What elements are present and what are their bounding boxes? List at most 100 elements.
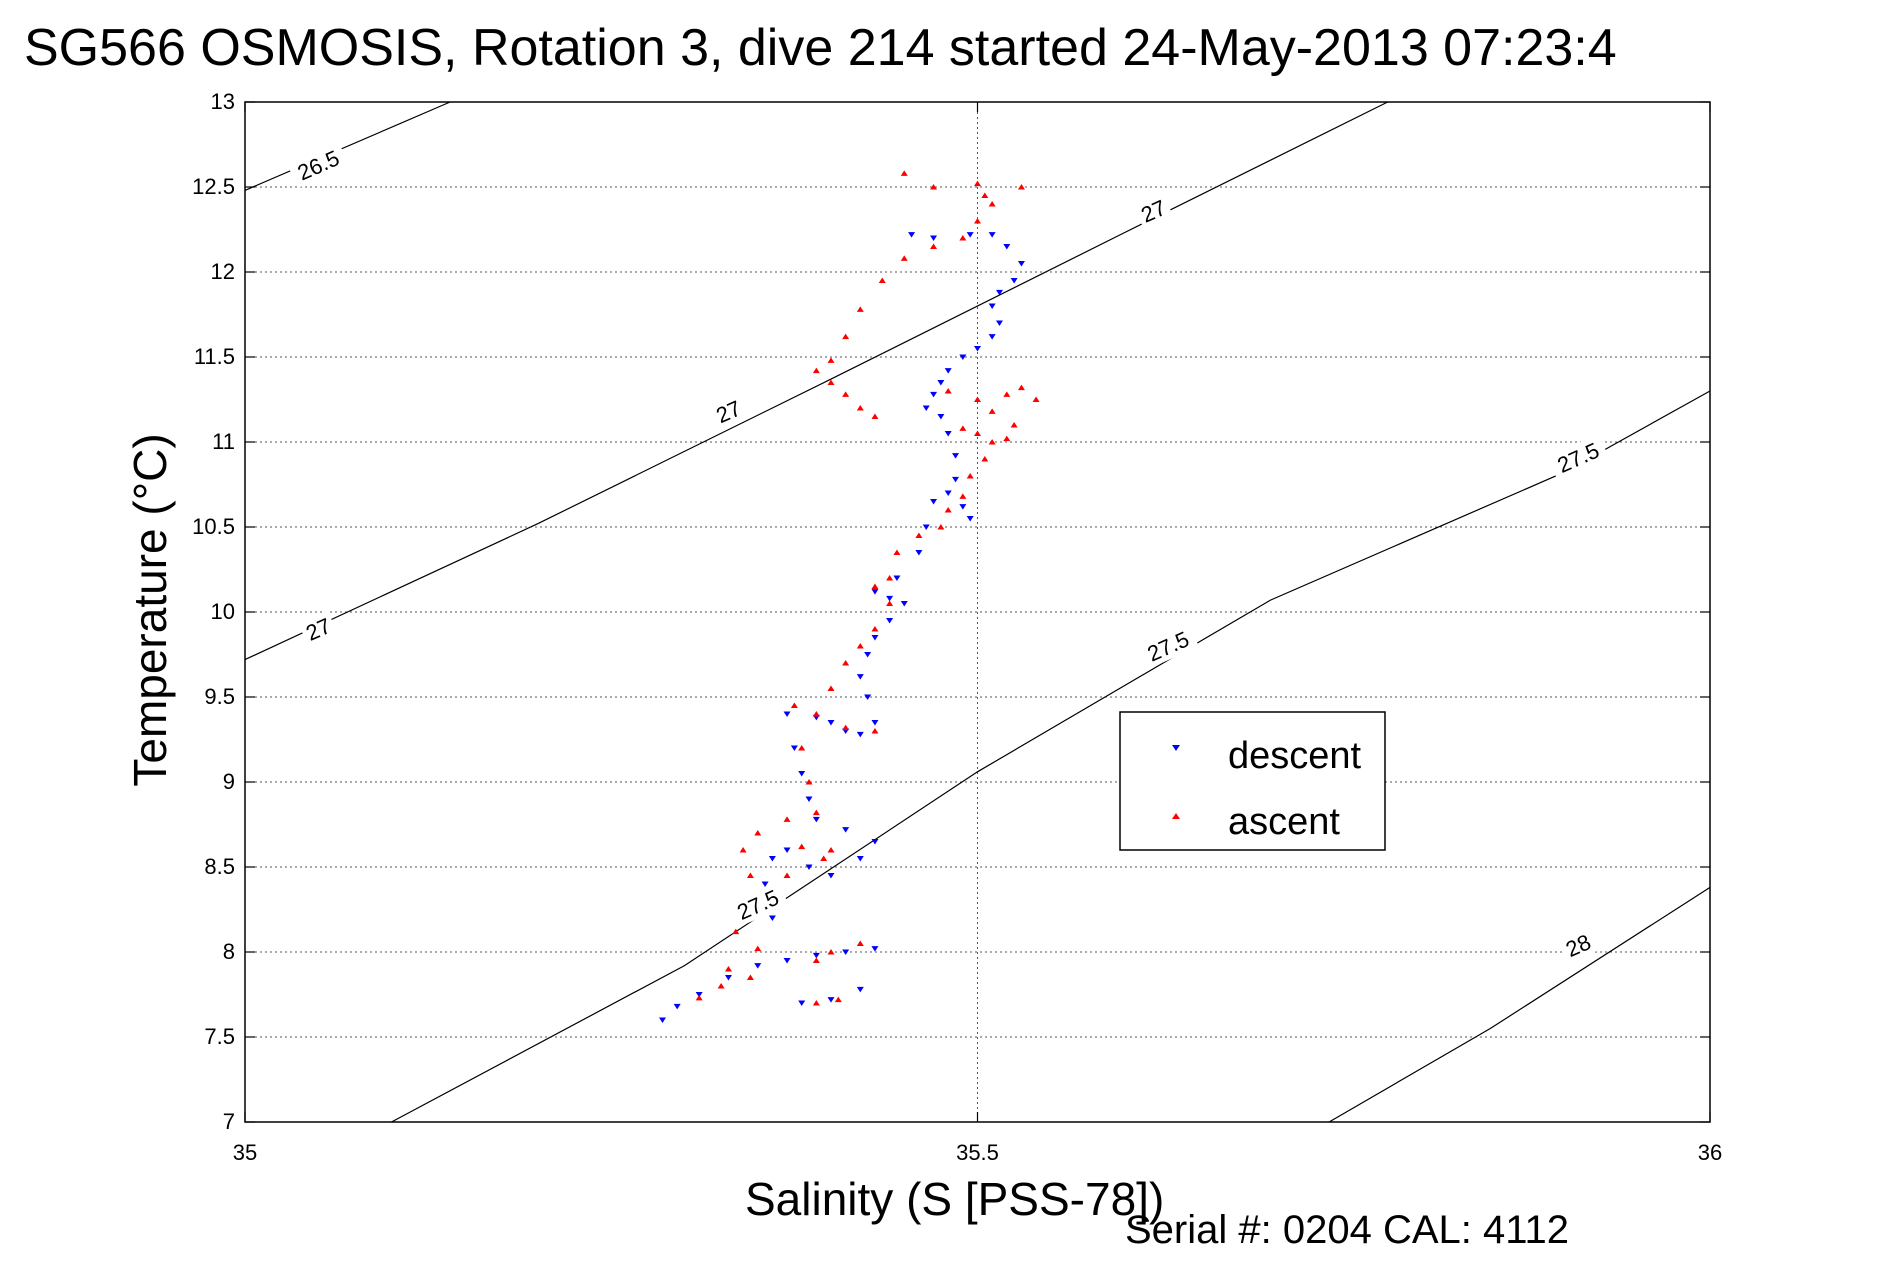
ascent-point [856, 643, 864, 649]
descent-point [900, 601, 908, 607]
descent-point [908, 232, 916, 238]
chart-title: SG566 OSMOSIS, Rotation 3, dive 214 star… [24, 19, 1617, 77]
ascent-point [834, 996, 842, 1003]
descent-point [944, 368, 952, 374]
descent-point [783, 847, 791, 853]
legend-box [1119, 711, 1386, 851]
legend-ascent-label: ascent [1228, 801, 1340, 843]
descent-point [768, 915, 776, 921]
descent-point [783, 711, 791, 717]
contour-line-27 [244, 101, 1388, 661]
contour-label-background [726, 881, 789, 928]
descent-point [886, 595, 894, 602]
descent-point [805, 796, 813, 802]
ascent-point [944, 388, 952, 394]
y-tick-label: 9 [223, 769, 235, 794]
ascent-point [798, 843, 806, 850]
descent-point [798, 771, 806, 777]
ascent-point [856, 405, 864, 411]
ascent-point [974, 218, 981, 224]
ascent-point [798, 745, 806, 751]
ascent-point [783, 872, 791, 878]
y-tick-label: 9.5 [204, 684, 235, 709]
descent-point [761, 881, 769, 887]
ascent-point [746, 974, 754, 980]
ascent-point [1017, 184, 1025, 190]
serial-cal-label: Serial #: 0204 CAL: 4112 [1125, 1208, 1570, 1252]
ascent-point [1017, 384, 1025, 391]
ascent-point [842, 724, 850, 731]
descent-point [959, 504, 967, 510]
ascent-point [805, 779, 813, 785]
ascent-point [827, 357, 835, 363]
contour-label-background [287, 141, 350, 189]
ascent-point [790, 702, 798, 708]
ascent-point [981, 456, 989, 462]
x-axis-label: Salinity (S [PSS-78]) [745, 1173, 1165, 1225]
ascent-point [871, 413, 879, 419]
x-tick-label: 35.5 [956, 1140, 999, 1165]
descent-point [864, 694, 872, 700]
descent-point [988, 232, 996, 238]
contour-label-background [708, 393, 749, 430]
descent-point [812, 952, 820, 959]
descent-point [856, 986, 864, 993]
ascent-point [842, 660, 850, 666]
descent-point [827, 873, 835, 879]
y-tick-label: 12.5 [192, 174, 235, 199]
descent-point [827, 720, 835, 726]
contour-label-background [1137, 622, 1199, 670]
y-tick-label: 8.5 [204, 854, 235, 879]
y-tick-label: 8 [223, 939, 235, 964]
legend-descent-label: descent [1228, 735, 1362, 777]
descent-point [812, 816, 820, 823]
ascent-point [966, 473, 974, 479]
contour-label-background [298, 610, 339, 648]
descent-point [871, 635, 879, 641]
ascent-point [812, 1000, 820, 1006]
axis-ticks: 7 7.5 8 8.5 9 9.5 10 10.5 11 11.5 12 12.5 13 35 35.5 36 [192, 89, 1722, 1165]
descent-point [673, 1003, 681, 1010]
ascent-point [842, 333, 850, 340]
ascent-point [827, 949, 835, 955]
descent-point [871, 720, 879, 726]
ascent-point [739, 847, 747, 853]
x-tick-label: 36 [1698, 1140, 1722, 1165]
ascent-point [717, 983, 725, 989]
ascent-point [900, 255, 908, 261]
y-tick-label: 12 [211, 259, 235, 284]
descent-point [886, 618, 894, 624]
ascent-point [871, 583, 879, 589]
descent-point [695, 992, 703, 998]
ascent-point [930, 243, 938, 249]
descent-point [1003, 244, 1011, 250]
descent-point [871, 946, 879, 952]
y-tick-label: 11 [212, 429, 235, 454]
ascent-point [856, 306, 864, 312]
legend-descent-marker [1172, 745, 1180, 751]
ascent-point [724, 966, 732, 972]
ascent-point [1003, 435, 1011, 442]
ascent-point [827, 847, 835, 853]
descent-point [995, 289, 1003, 296]
descent-point [856, 856, 864, 862]
ascent-point [915, 532, 923, 538]
ascent-point [1010, 422, 1018, 428]
ascent-point [988, 408, 996, 414]
ascent-point [754, 945, 762, 952]
descent-point [754, 963, 762, 969]
ascent-point [886, 600, 894, 606]
legend: descent ascent [1119, 711, 1386, 851]
data-series [659, 170, 1040, 1023]
contour-label-background [1558, 926, 1599, 964]
descent-point [864, 652, 872, 658]
descent-point [856, 731, 864, 738]
descent-point [930, 499, 938, 505]
ascent-point [1032, 396, 1040, 402]
ascent-point [746, 872, 754, 878]
ascent-point [974, 430, 981, 436]
series-descent [659, 232, 1025, 1023]
descent-point [768, 856, 776, 862]
y-tick-label: 11.5 [194, 344, 235, 369]
descent-point [922, 524, 930, 530]
